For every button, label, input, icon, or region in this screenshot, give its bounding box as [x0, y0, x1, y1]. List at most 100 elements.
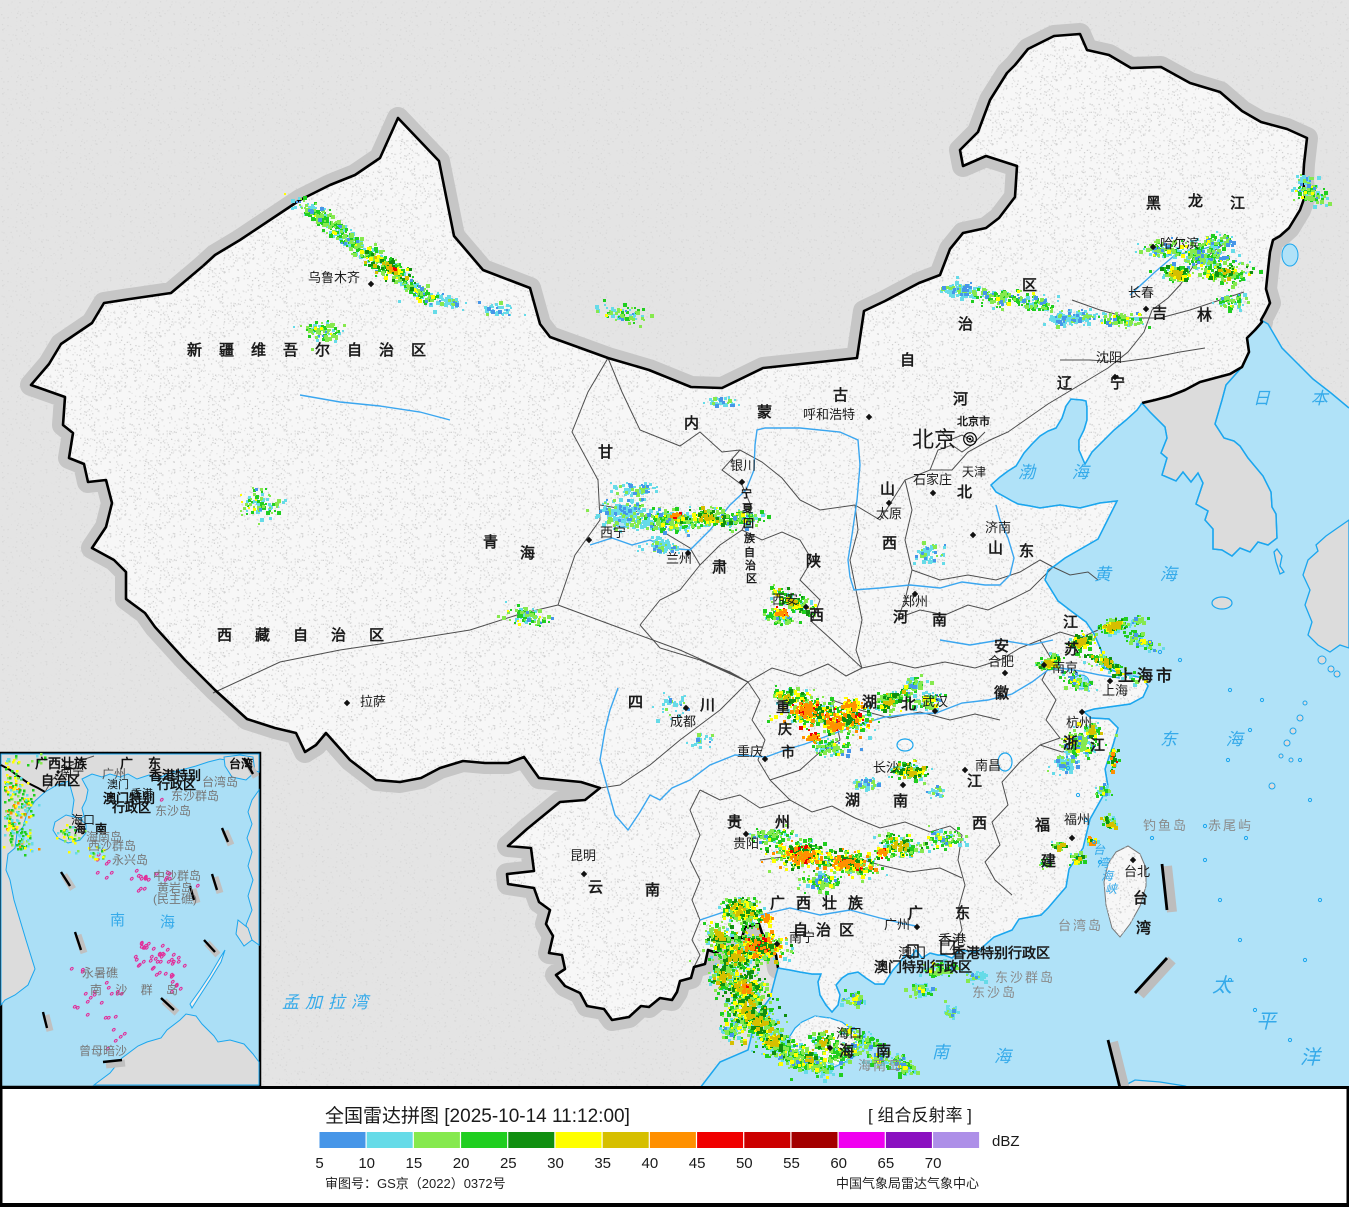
svg-text:治: 治: [745, 558, 756, 572]
svg-text:东沙岛: 东沙岛: [155, 803, 191, 818]
svg-text:徽: 徽: [993, 684, 1010, 702]
svg-text:广: 广: [908, 904, 923, 922]
svg-text:平: 平: [1256, 1011, 1278, 1033]
svg-text:西沙群岛: 西沙群岛: [88, 838, 136, 853]
svg-text:长沙: 长沙: [873, 760, 899, 775]
svg-text:长春: 长春: [1128, 285, 1154, 300]
svg-text:川: 川: [699, 697, 715, 714]
svg-text:曾母暗沙: 曾母暗沙: [79, 1043, 127, 1058]
svg-text:四: 四: [628, 694, 643, 711]
svg-text:肃: 肃: [712, 558, 727, 576]
svg-text:东沙群岛: 东沙群岛: [171, 788, 219, 803]
svg-text:渤 海: 渤 海: [1018, 463, 1105, 482]
svg-text:全国雷达拼图 [2025-10-14 11:12:00]: 全国雷达拼图 [2025-10-14 11:12:00]: [325, 1105, 630, 1127]
svg-text:海: 海: [839, 1042, 854, 1060]
svg-text:45: 45: [689, 1155, 706, 1172]
svg-text:海: 海: [1101, 869, 1115, 883]
svg-text:成都: 成都: [670, 714, 696, 729]
svg-text:州: 州: [774, 814, 790, 831]
svg-text:dBZ: dBZ: [992, 1133, 1020, 1150]
svg-text:太: 太: [1212, 975, 1234, 997]
svg-text:台北: 台北: [1124, 864, 1150, 879]
svg-text:西宁: 西宁: [600, 525, 626, 540]
svg-text:建: 建: [1041, 852, 1057, 870]
svg-text:孟加拉湾: 孟加拉湾: [282, 993, 374, 1012]
svg-text:庆: 庆: [778, 721, 792, 737]
svg-text:永暑礁: 永暑礁: [82, 965, 118, 980]
svg-text:湾: 湾: [1097, 856, 1111, 870]
svg-text:中国气象局雷达气象中心: 中国气象局雷达气象中心: [836, 1176, 979, 1191]
svg-text:黑: 黑: [1146, 195, 1161, 212]
svg-text:西安: 西安: [772, 592, 798, 607]
svg-text:合肥: 合肥: [988, 654, 1014, 669]
svg-text:台: 台: [1133, 889, 1148, 907]
svg-text:15: 15: [406, 1155, 423, 1172]
svg-text:夏: 夏: [742, 502, 754, 515]
svg-text:澳门: 澳门: [107, 777, 129, 791]
svg-text:区: 区: [1022, 277, 1037, 294]
svg-text:拉萨: 拉萨: [360, 694, 386, 709]
svg-text:50: 50: [736, 1155, 753, 1172]
svg-text:哈尔滨: 哈尔滨: [1160, 236, 1199, 251]
svg-text:广西壮族: 广西壮族: [770, 894, 874, 912]
svg-text:龙: 龙: [1187, 192, 1203, 210]
svg-text:海: 海: [74, 821, 86, 836]
svg-text:海: 海: [160, 914, 175, 931]
svg-text:安: 安: [994, 637, 1009, 655]
svg-text:贵阳: 贵阳: [733, 836, 759, 851]
svg-text:宁: 宁: [741, 486, 752, 500]
svg-text:河: 河: [893, 608, 908, 626]
svg-text:南: 南: [110, 912, 125, 929]
svg-text:东: 东: [1019, 542, 1034, 560]
svg-text:南: 南: [645, 881, 660, 899]
svg-text:上海市: 上海市: [1118, 666, 1175, 685]
svg-text:永兴岛: 永兴岛: [112, 852, 148, 867]
svg-text:昆明: 昆明: [570, 848, 596, 863]
svg-text:[ 组合反射率 ]: [ 组合反射率 ]: [868, 1106, 972, 1125]
svg-text:山: 山: [988, 540, 1003, 557]
svg-text:市: 市: [781, 744, 795, 760]
svg-text:南: 南: [932, 611, 947, 629]
svg-text:香港: 香港: [938, 932, 966, 948]
svg-text:浙: 浙: [1063, 734, 1078, 752]
svg-text:重: 重: [776, 699, 790, 715]
svg-text:西: 西: [882, 535, 897, 552]
svg-text:辽: 辽: [1057, 375, 1072, 392]
svg-text:赤尾屿: 赤尾屿: [1208, 818, 1253, 833]
svg-text:广州: 广州: [884, 917, 910, 932]
svg-text:武汉: 武汉: [922, 694, 948, 709]
svg-text:西: 西: [972, 815, 987, 832]
svg-text:西: 西: [809, 607, 824, 624]
svg-text:南京: 南京: [1052, 660, 1078, 675]
svg-text:重庆: 重庆: [737, 744, 763, 759]
svg-text:东: 东: [955, 904, 970, 922]
svg-text:河: 河: [953, 390, 968, 408]
svg-text:福: 福: [1034, 816, 1050, 834]
svg-text:10: 10: [358, 1155, 375, 1172]
svg-text:江: 江: [1230, 194, 1245, 212]
svg-text:新疆维吾尔自治区: 新疆维吾尔自治区: [187, 341, 443, 359]
svg-text:5: 5: [315, 1155, 323, 1172]
svg-text:南宁: 南宁: [789, 930, 815, 945]
svg-text:60: 60: [830, 1155, 847, 1172]
svg-text:30: 30: [547, 1155, 564, 1172]
svg-text:东 海: 东 海: [1160, 730, 1265, 749]
svg-text:苏: 苏: [1064, 640, 1079, 658]
svg-text:治: 治: [958, 315, 973, 333]
svg-text:40: 40: [642, 1155, 659, 1172]
svg-text:北京: 北京: [912, 427, 956, 452]
svg-text:25: 25: [500, 1155, 517, 1172]
svg-text:澳门: 澳门: [898, 945, 926, 961]
svg-text:北京市: 北京市: [957, 414, 990, 428]
svg-text:20: 20: [453, 1155, 470, 1172]
svg-text:钓鱼岛: 钓鱼岛: [1143, 818, 1188, 833]
svg-text:湖: 湖: [845, 792, 860, 809]
svg-text:吉: 吉: [1152, 304, 1167, 322]
svg-text:青: 青: [483, 533, 498, 551]
svg-text:上海: 上海: [1102, 683, 1128, 698]
svg-text:东沙群岛: 东沙群岛: [995, 970, 1055, 985]
svg-text:(民主礁): (民主礁): [153, 891, 197, 906]
svg-text:澳门特别行政区: 澳门特别行政区: [874, 959, 972, 975]
svg-text:甘: 甘: [598, 443, 613, 461]
svg-text:杭州: 杭州: [1066, 715, 1092, 730]
